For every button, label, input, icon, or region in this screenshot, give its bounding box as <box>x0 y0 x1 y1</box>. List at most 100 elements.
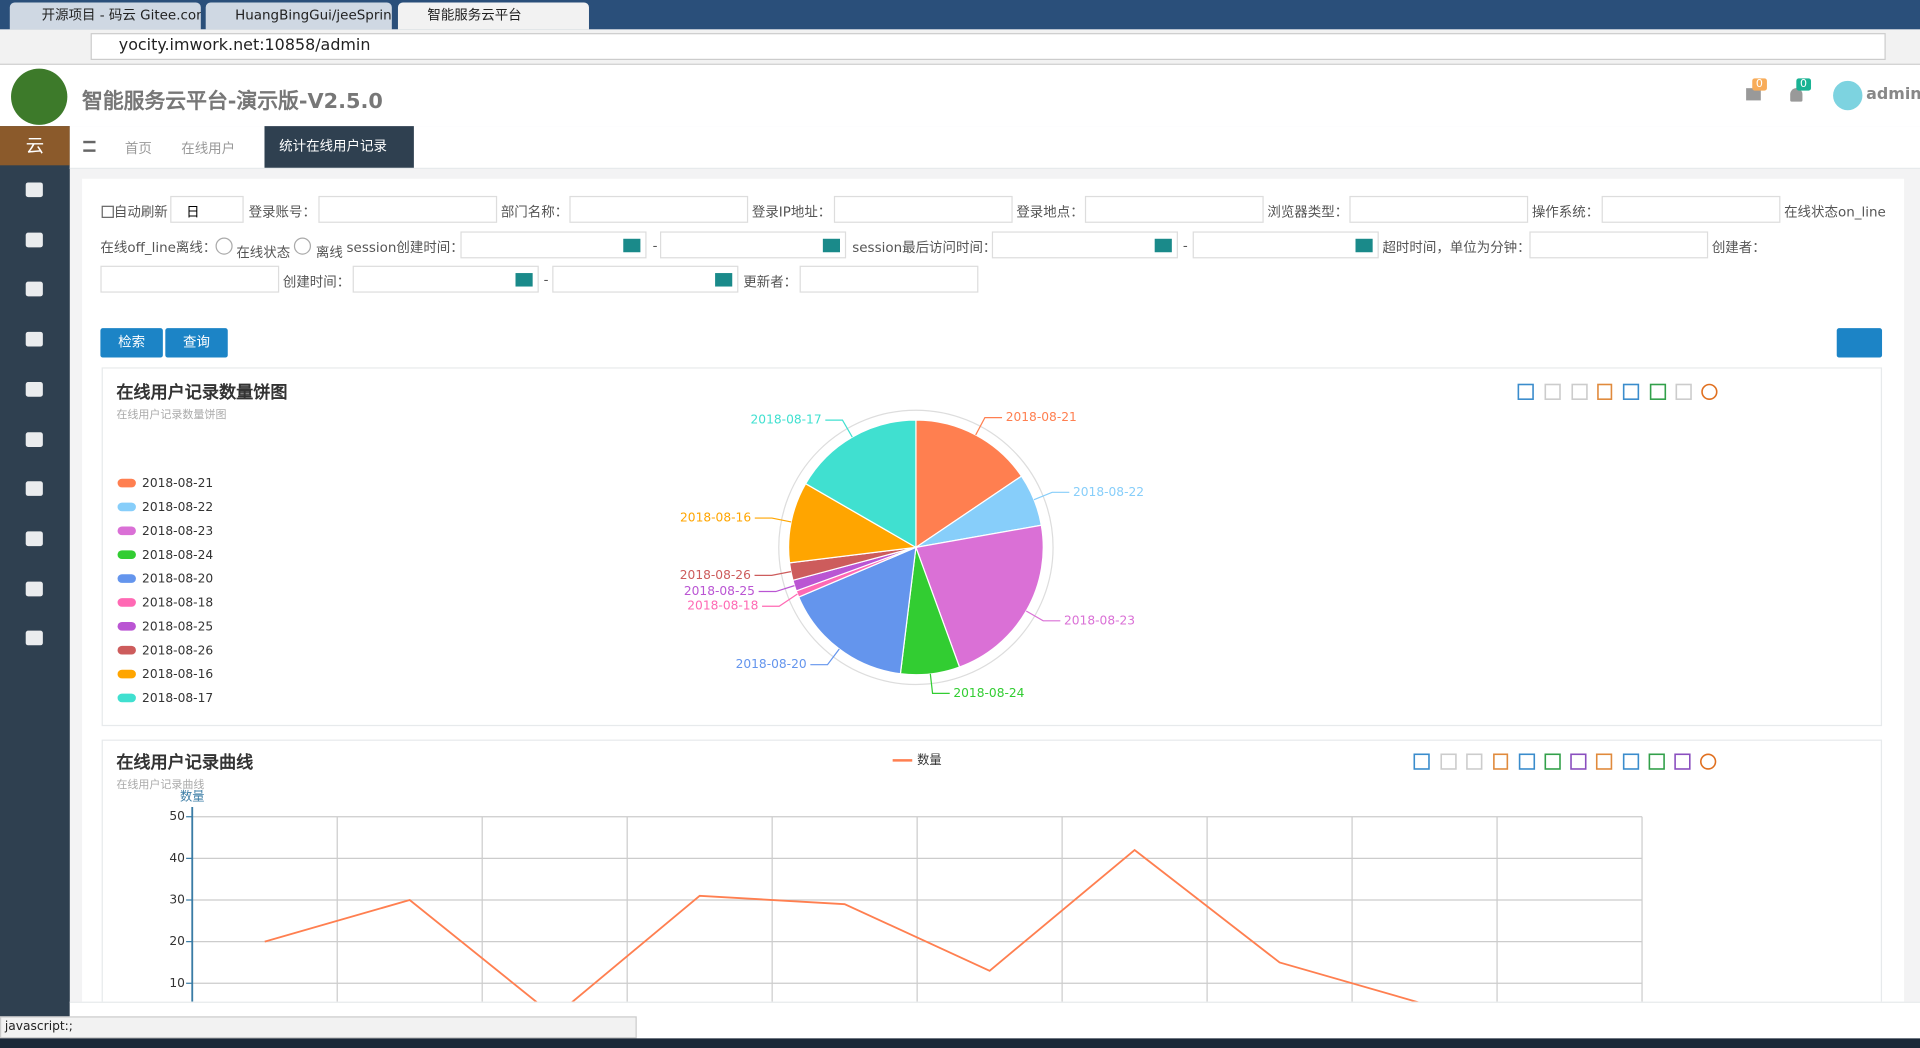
tool-icon[interactable] <box>1518 753 1536 770</box>
tool-icon[interactable] <box>1675 383 1692 400</box>
leader-line <box>929 673 950 694</box>
nav-icon[interactable] <box>25 331 43 347</box>
pie-panel <box>101 367 1883 727</box>
form-label: 在线状态on_line <box>1784 204 1886 221</box>
nav-icon[interactable] <box>25 432 43 447</box>
user-name[interactable]: admin <box>1866 85 1920 105</box>
nav-icon[interactable] <box>25 630 43 646</box>
page-tab[interactable]: 首页 <box>124 140 152 157</box>
nav-icon[interactable] <box>25 581 43 597</box>
date-input[interactable] <box>552 265 739 293</box>
pie-toolbox <box>1517 383 1718 400</box>
app-title: 智能服务云平台-演示版-V2.5.0 <box>82 89 383 114</box>
tool-icon[interactable] <box>1701 383 1718 400</box>
slice-label: 2018-08-17 <box>751 413 822 427</box>
legend-swatch <box>117 478 136 488</box>
date-input[interactable] <box>991 231 1178 259</box>
slice-label: 2018-08-22 <box>1073 485 1144 499</box>
nav-icon[interactable] <box>25 382 43 397</box>
y-axis-label: 数量 <box>180 789 204 804</box>
form-label: 创建时间： <box>282 274 351 291</box>
tool-icon[interactable] <box>1413 753 1430 770</box>
pie-slice <box>797 546 917 675</box>
leader-line <box>758 585 795 593</box>
page-tab[interactable]: 在线用户 <box>181 140 236 157</box>
separator: - <box>543 271 549 288</box>
tool-icon[interactable] <box>1544 753 1561 770</box>
legend-swatch <box>117 693 136 703</box>
bell-icon[interactable] <box>1790 88 1803 102</box>
date-input[interactable] <box>660 231 847 259</box>
pie-outline <box>778 409 1054 686</box>
nav-icon[interactable] <box>25 481 43 496</box>
date-input[interactable] <box>352 265 539 293</box>
legend-label: 2018-08-17 <box>142 691 213 705</box>
sidebar-logo[interactable]: 云 <box>0 126 70 166</box>
mail-icon[interactable] <box>1746 88 1761 101</box>
text-input[interactable] <box>799 265 979 293</box>
radio[interactable] <box>293 237 312 255</box>
logo-image <box>11 68 68 125</box>
tool-icon[interactable] <box>1649 383 1667 400</box>
sidebar: 云 <box>0 126 70 1048</box>
tool-icon[interactable] <box>1517 383 1534 400</box>
search-button[interactable]: 检索 <box>100 328 163 358</box>
mail-badge: 0 <box>1752 78 1767 91</box>
address-bar[interactable]: yocity.imwork.net:10858/admin <box>90 33 1886 61</box>
tool-icon[interactable] <box>1571 383 1588 400</box>
text-input[interactable] <box>833 195 1013 223</box>
columns-button[interactable] <box>1836 328 1883 358</box>
leader-line <box>1025 610 1061 622</box>
text-input[interactable] <box>1349 195 1529 223</box>
tool-icon[interactable] <box>1466 753 1483 770</box>
tool-icon[interactable] <box>1595 753 1613 770</box>
tool-icon[interactable] <box>1440 753 1457 770</box>
legend-label: 2018-08-26 <box>142 643 213 657</box>
form-label: 超时时间，单位为分钟： <box>1382 240 1531 256</box>
menu-toggle[interactable] <box>83 140 96 152</box>
date-input[interactable] <box>1192 231 1379 259</box>
checkbox[interactable] <box>101 205 114 218</box>
tool-icon[interactable] <box>1622 383 1640 400</box>
browser-tab[interactable]: 开源项目 - 码云 Gitee.com <box>9 2 201 30</box>
legend-label: 数量 <box>917 752 941 767</box>
text-input[interactable] <box>1084 195 1264 223</box>
leader-line <box>975 416 1003 436</box>
slice-label: 2018-08-18 <box>687 599 758 613</box>
avatar[interactable] <box>1833 80 1863 111</box>
y-tick-label: 30 <box>169 893 185 907</box>
leader-line <box>825 419 853 438</box>
tool-icon[interactable] <box>1493 753 1509 770</box>
slice-label: 2018-08-26 <box>680 568 751 582</box>
text-input[interactable] <box>318 195 498 223</box>
y-tick-label: 10 <box>169 976 185 990</box>
tool-icon[interactable] <box>1700 753 1717 770</box>
text-input[interactable] <box>1601 195 1781 223</box>
status-bar: javascript:; <box>0 1016 637 1039</box>
tool-icon[interactable] <box>1648 753 1665 770</box>
nav-icon[interactable] <box>25 531 43 547</box>
nav-icon[interactable] <box>25 281 43 297</box>
text-input[interactable] <box>569 195 749 223</box>
page-tab-active[interactable]: 统计在线用户记录 <box>264 126 414 168</box>
tool-icon[interactable] <box>1597 383 1613 400</box>
form-label: session最后访问时间： <box>852 240 997 256</box>
tool-icon[interactable] <box>1674 753 1691 770</box>
form-label: 登录IP地址： <box>751 204 832 221</box>
nav-icon[interactable] <box>25 232 43 248</box>
tool-icon[interactable] <box>1622 753 1640 770</box>
legend-swatch <box>117 598 136 607</box>
leader-line <box>754 571 792 576</box>
date-input[interactable] <box>460 231 647 259</box>
radio[interactable] <box>215 237 233 255</box>
bell-badge: 0 <box>1796 78 1811 91</box>
text-input[interactable] <box>100 265 280 293</box>
tool-icon[interactable] <box>1544 383 1561 400</box>
browser-tab[interactable]: HuangBingGui/jeeSpring <box>205 2 392 30</box>
query-button[interactable]: 查询 <box>165 328 228 358</box>
browser-tab[interactable]: 智能服务云平台 <box>397 2 589 30</box>
tool-icon[interactable] <box>1570 753 1587 770</box>
nav-icon[interactable] <box>25 182 43 198</box>
text-input[interactable] <box>1529 231 1709 259</box>
select[interactable]: 日 <box>170 195 244 223</box>
